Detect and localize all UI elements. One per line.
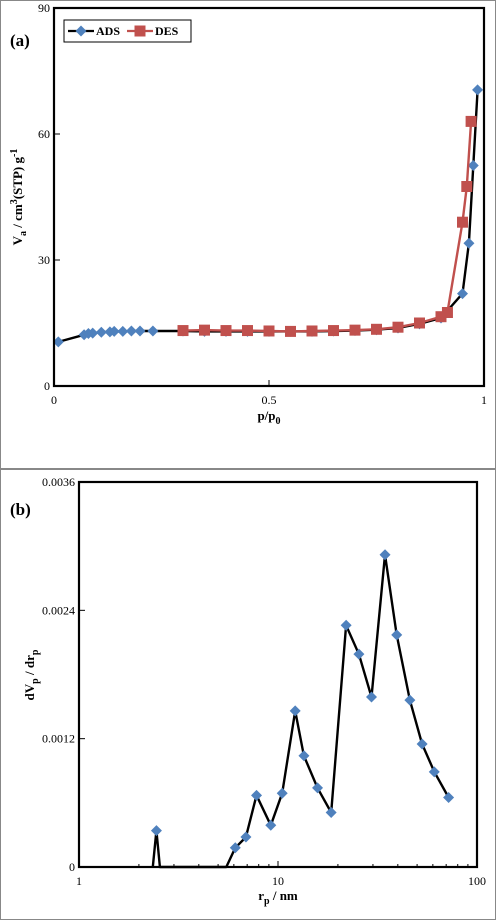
panel-a-plot-frame (52, 6, 486, 388)
panel-a-series-1-point-7 (328, 325, 339, 337)
panel-b-series-0-point-20 (428, 766, 440, 778)
panel-a-series-1-point-5 (285, 325, 296, 337)
panel-a-series-1-point-11 (414, 317, 425, 329)
panel-a-series-0-point-8 (125, 325, 137, 337)
panel-a-series-0-point-6 (108, 325, 120, 337)
y-label-part-3: p (30, 649, 41, 655)
panel-b-series-0-point-17 (391, 629, 403, 641)
legend-des-label: DES (155, 24, 179, 38)
panel-b-series-0-point-11 (312, 782, 324, 794)
panel-b-y-tick-label-2: 0.0024 (42, 603, 75, 617)
panel-a-series-0-point-7 (117, 325, 129, 337)
y-label-part-4: (STP) g (10, 156, 25, 199)
panel-b-y-tick-label-3: 0.0036 (42, 475, 75, 489)
panel-a-series-1-point-15 (461, 181, 473, 192)
panel-a-series-0-point-26 (467, 160, 479, 171)
panel-a-series-0-point-0 (52, 336, 64, 348)
panel-b-label: (b) (10, 500, 31, 519)
panel-b-series-0-point-16 (379, 549, 391, 561)
panel-b-series-0-point-21 (443, 791, 455, 803)
panel-a-series-0-point-10 (147, 325, 159, 337)
panel-a-series-1-point-9 (371, 323, 382, 335)
panel-b-x-tick-label-2: 100 (468, 874, 486, 888)
panel-a-series-1-point-16 (465, 115, 477, 127)
y-label-part-2: / cm (10, 204, 25, 231)
panel-b-series-0-point-5 (240, 831, 252, 843)
panel-a-series-0-point-27 (472, 84, 484, 96)
panel-a-series-1-point-10 (392, 321, 404, 333)
y-label-part-1: a (18, 231, 29, 236)
panel-b-series-0-point-4 (229, 842, 241, 854)
panel-a-series-1-point-12 (435, 311, 447, 323)
panel-b-series-0-point-6 (251, 789, 263, 801)
panel-b-x-tick-label-0: 1 (76, 874, 82, 888)
panel-b-series-0-point-13 (340, 619, 352, 631)
panel-b-series (150, 549, 455, 869)
panel-a-y-tick-label-3: 90 (38, 1, 50, 15)
panel-b-series-0-point-10 (298, 750, 310, 762)
panel-a-x-tick-label-1: 0.5 (262, 393, 277, 407)
panel-b-series-0-point-19 (416, 738, 428, 750)
panel-b-x-axis-label: rp / nm (258, 888, 298, 907)
panel-b-series-0-point-1 (150, 825, 162, 837)
panel-a-series-0-point-4 (95, 326, 107, 338)
panel-b-pore-size-distribution: (b) 1 10 100 0 0.0012 0.0024 0.0036 rp / nm dV… (0, 469, 496, 920)
y-label-part-2: / dr (22, 655, 37, 678)
panel-a-y-axis-label: Va / cm3(STP) g-1 (9, 149, 29, 246)
panel-a-series-1-point-0 (177, 325, 189, 337)
panel-b-series-0-point-8 (276, 787, 288, 799)
panel-a-series-1-point-2 (220, 325, 232, 337)
panel-a-series-0-point-3 (87, 327, 99, 339)
panel-b-plot-frame (77, 480, 479, 869)
legend-des-marker (134, 25, 146, 37)
panel-b-series-0-point-14 (353, 648, 365, 660)
legend-ads-label: ADS (96, 24, 120, 38)
panel-a-legend: ADS DES (63, 19, 192, 43)
panel-a-series-1-point-14 (457, 216, 468, 228)
panel-b-y-tick-label-0: 0 (69, 860, 75, 874)
panel-a-series-1-point-3 (242, 325, 253, 337)
panel-a-y-tick-label-0: 0 (44, 379, 50, 393)
panel-a-series-1-point-4 (263, 325, 275, 337)
panel-a-y-tick-label-1: 30 (38, 253, 50, 267)
y-label-part-5: -1 (9, 149, 20, 157)
panel-a-series-0-point-24 (457, 288, 468, 300)
y-label-part-0: dV (22, 683, 37, 700)
y-label-part-0: V (10, 235, 25, 245)
panel-a-x-tick-label-0: 0 (51, 393, 57, 407)
panel-b-x-tick-label-1: 10 (272, 874, 284, 888)
panel-b-series-0-point-12 (325, 806, 337, 818)
panel-b-series-0-point-15 (365, 691, 377, 703)
panel-a-series-1-point-13 (441, 307, 453, 318)
panel-a-x-axis-label: p/p0 (257, 408, 280, 427)
panel-a-series-1-point-6 (306, 325, 318, 337)
y-label-part-3: 3 (9, 199, 20, 204)
panel-a-series-0-point-25 (463, 237, 475, 249)
legend-ads-marker (75, 25, 87, 37)
panel-a-y-tick-label-2: 60 (38, 127, 50, 141)
panel-a-series-0-point-9 (134, 325, 146, 337)
panel-b-series-0-line (151, 553, 450, 869)
panel-a-label: (a) (10, 31, 30, 50)
panel-b-series-0-point-18 (404, 694, 416, 706)
panel-a-series (52, 84, 484, 348)
panel-a-series-1-point-8 (349, 324, 361, 336)
panel-b-series-0-point-7 (265, 819, 277, 831)
panel-b-y-axis-label: dVp / drp (22, 649, 41, 700)
panel-b-y-tick-label-1: 0.0012 (42, 732, 75, 746)
panel-a-x-tick-label-2: 1 (481, 393, 487, 407)
panel-a-series-1-point-1 (199, 324, 210, 336)
panel-b-series-0-point-9 (289, 705, 301, 717)
y-label-part-1: p (30, 678, 41, 684)
